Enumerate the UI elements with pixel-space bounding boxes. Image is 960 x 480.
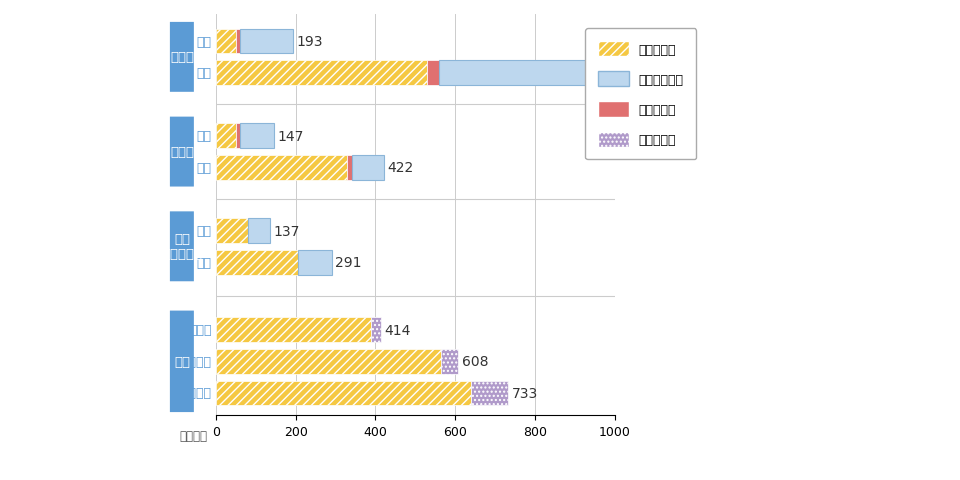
Bar	[216, 219, 248, 243]
Text: 147: 147	[277, 130, 304, 144]
Bar	[236, 124, 240, 149]
Bar	[298, 250, 332, 275]
Text: 大学: 大学	[174, 355, 190, 368]
Text: 私立文系: 私立文系	[181, 355, 212, 368]
Text: 959: 959	[602, 67, 628, 81]
Text: 414: 414	[384, 323, 411, 337]
Text: 私立: 私立	[197, 162, 212, 175]
Text: 733: 733	[512, 386, 538, 400]
FancyBboxPatch shape	[170, 212, 194, 282]
Bar	[236, 30, 240, 54]
Legend: 学校教育費, 学校外活動費, 学校給食費, 家庭教育費: 学校教育費, 学校外活動費, 学校給食費, 家庭教育費	[585, 29, 696, 160]
Text: 高校
（全日制）: 高校 （全日制）	[162, 233, 202, 261]
Text: 小学校: 小学校	[170, 51, 194, 64]
Text: 私立: 私立	[197, 67, 212, 80]
Bar	[348, 156, 352, 180]
Text: 中学校: 中学校	[170, 146, 194, 159]
Text: 公立: 公立	[197, 225, 212, 238]
Text: （万円）: （万円）	[180, 429, 208, 442]
Bar	[372, 318, 381, 342]
Text: 422: 422	[387, 161, 414, 175]
Bar	[442, 349, 458, 374]
Text: 国公立: 国公立	[189, 324, 212, 336]
Text: 私立: 私立	[197, 256, 212, 269]
Text: 公立: 公立	[197, 130, 212, 143]
Bar	[216, 30, 236, 54]
Bar	[216, 156, 348, 180]
Bar	[352, 156, 384, 180]
Bar	[216, 349, 442, 374]
FancyBboxPatch shape	[170, 23, 194, 93]
Bar	[216, 318, 372, 342]
Bar	[216, 61, 427, 86]
Bar	[216, 250, 298, 275]
Text: 291: 291	[335, 255, 362, 270]
Bar	[427, 61, 440, 86]
Text: 私立理系: 私立理系	[181, 386, 212, 399]
Bar	[216, 381, 471, 406]
Text: 608: 608	[462, 355, 488, 369]
Bar	[471, 381, 508, 406]
Bar	[240, 124, 275, 149]
FancyBboxPatch shape	[170, 311, 194, 412]
Bar	[440, 61, 598, 86]
Text: 公立: 公立	[197, 36, 212, 48]
Bar	[248, 219, 271, 243]
Text: 137: 137	[274, 224, 300, 238]
Bar	[216, 124, 236, 149]
Bar	[240, 30, 293, 54]
Text: 193: 193	[296, 35, 323, 49]
FancyBboxPatch shape	[170, 118, 194, 187]
